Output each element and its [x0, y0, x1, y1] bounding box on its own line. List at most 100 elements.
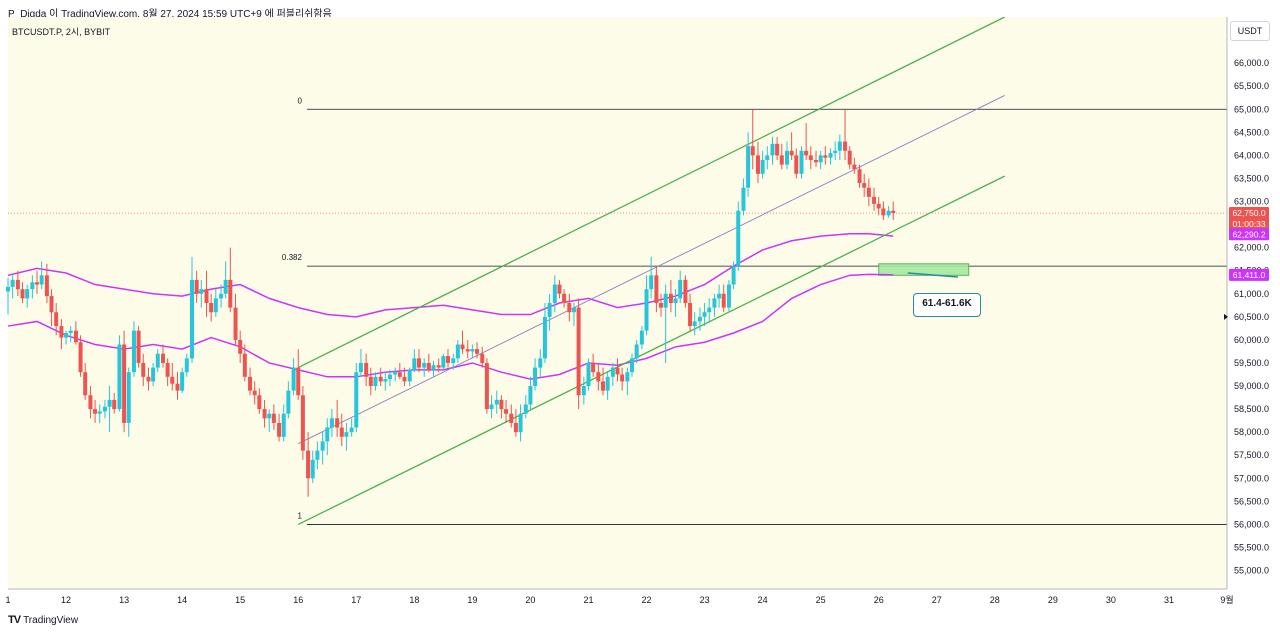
candle-body	[891, 210, 896, 214]
candle-body	[344, 432, 349, 437]
x-tick-label: 1	[5, 595, 10, 605]
candle-body	[779, 155, 784, 165]
candle-body	[248, 376, 253, 391]
candle-body	[837, 141, 842, 151]
candle-body	[160, 353, 165, 363]
candle-body	[538, 358, 543, 368]
candle-body	[436, 365, 441, 368]
candle-body	[741, 187, 746, 211]
candle-body	[649, 275, 654, 290]
candle-body	[407, 369, 412, 382]
candle-body	[605, 376, 610, 391]
candle-body	[88, 395, 93, 410]
candle-body	[876, 203, 881, 209]
candle-body	[750, 146, 755, 156]
candle-body	[697, 316, 702, 322]
price-chart-svg[interactable]: 0 0.382 1 55,000.0 55,500.0 56,000.0 56,500.0…	[0, 17, 1280, 609]
y-tick-label: 57,500.0	[1234, 450, 1269, 460]
candle-body	[634, 344, 639, 359]
symbol-label[interactable]: BTCUSDT.P, 2시, BYBIT	[12, 27, 111, 37]
candle-body	[204, 289, 209, 303]
candle-body	[455, 344, 460, 359]
y-tick-label: 59,500.0	[1234, 358, 1269, 368]
candle-body	[10, 279, 15, 287]
y-tick-label: 63,500.0	[1234, 173, 1269, 183]
candle-body	[194, 279, 199, 294]
candle-body	[562, 293, 567, 303]
candle-body	[354, 372, 359, 428]
candle-body	[518, 413, 523, 433]
candle-body	[262, 409, 267, 419]
candle-body	[228, 279, 233, 308]
candle-body	[320, 441, 325, 451]
candle-body	[102, 406, 107, 412]
candle-body	[122, 344, 127, 423]
candle-body	[146, 376, 151, 382]
y-tick-label: 55,500.0	[1234, 542, 1269, 552]
candle-body	[378, 376, 383, 382]
candle-body	[775, 143, 780, 156]
candle-body	[306, 450, 311, 479]
candle-body	[523, 404, 528, 414]
candle-body	[315, 450, 320, 460]
x-tick-label: 12	[61, 595, 71, 605]
candle-body	[847, 150, 852, 165]
candle-body	[765, 155, 770, 160]
y-tick-label: 66,000.0	[1234, 58, 1269, 68]
candle-body	[862, 183, 867, 188]
last-price-label-bg	[1229, 207, 1269, 220]
candle-body	[59, 326, 64, 338]
y-tick-label: 58,500.0	[1234, 404, 1269, 414]
candle-body	[712, 298, 717, 308]
candle-body	[368, 376, 373, 387]
candle-body	[155, 353, 160, 368]
annotation-callout[interactable]: 61.4-61.6K	[913, 293, 981, 317]
candle-body	[673, 298, 678, 303]
candle-body	[97, 411, 102, 414]
candle-body	[165, 362, 170, 377]
candle-body	[600, 381, 605, 391]
y-tick-label: 57,000.0	[1234, 473, 1269, 483]
x-tick-label: 16	[293, 595, 303, 605]
candle-body	[329, 418, 334, 428]
candle-body	[557, 284, 562, 294]
candle-body	[446, 356, 451, 363]
x-tick-label: 26	[874, 595, 884, 605]
candle-body	[866, 187, 871, 197]
candle-body	[296, 367, 301, 396]
candle-body	[746, 146, 751, 188]
chart-area[interactable]: 0 0.382 1 55,000.0 55,500.0 56,000.0 56,500.0…	[0, 17, 1280, 609]
annotation-pointer-line	[907, 272, 959, 278]
candle-body	[852, 164, 857, 170]
candle-body	[731, 266, 736, 285]
candle-body	[397, 372, 402, 377]
candle-body	[610, 367, 615, 377]
candle-body	[441, 356, 446, 368]
currency-selector[interactable]: USDT	[1230, 21, 1270, 41]
lower-envelope-line	[7, 273, 894, 380]
candle-body	[151, 367, 156, 382]
candle-body	[431, 365, 436, 370]
candle-body	[131, 330, 136, 373]
candle-body	[30, 282, 35, 290]
y-tick-label: 59,000.0	[1234, 381, 1269, 391]
candle-body	[223, 279, 228, 294]
x-tick-label: 14	[177, 595, 187, 605]
candle-body	[499, 399, 504, 410]
brand-name: TradingView	[23, 615, 79, 626]
candle-body	[625, 372, 630, 382]
candle-body	[668, 293, 673, 303]
candle-body	[426, 362, 431, 370]
y-tick-label: 58,000.0	[1234, 427, 1269, 437]
x-tick-label: 31	[1164, 595, 1174, 605]
fib-level-label: 0.382	[282, 253, 303, 262]
candle-body	[784, 150, 789, 165]
x-tick-label: 21	[583, 595, 593, 605]
candle-body	[422, 362, 427, 368]
candle-body	[460, 344, 465, 350]
candle-body	[591, 362, 596, 373]
candle-body	[136, 330, 141, 363]
lower-band-label: 61,411.0	[1233, 270, 1266, 280]
x-tick-label: 22	[642, 595, 652, 605]
candle-body	[823, 155, 828, 158]
